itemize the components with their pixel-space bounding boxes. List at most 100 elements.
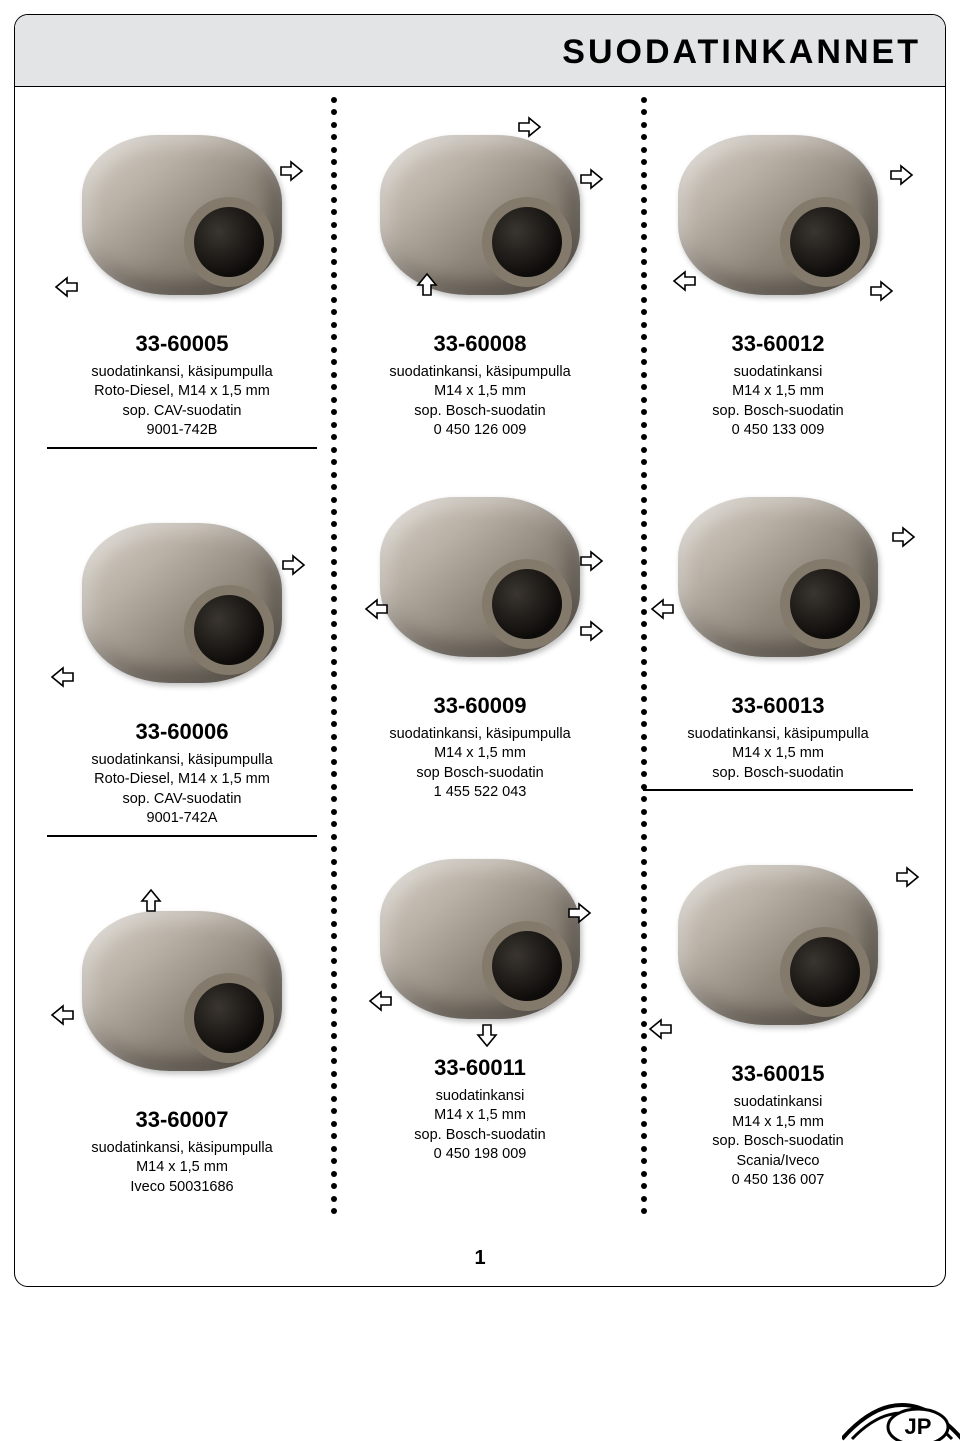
product-image-area (643, 105, 913, 325)
product-spec-line: Scania/Iveco (712, 1152, 843, 1172)
product-image-area (47, 105, 317, 325)
arrow-right-icon (893, 863, 921, 891)
arrow-right-icon (577, 617, 605, 645)
product-image-area (643, 835, 913, 1055)
product-image (380, 497, 580, 657)
product-image (380, 859, 580, 1019)
product-image (82, 523, 282, 683)
product-image-area (47, 493, 317, 713)
product-cell: 33-60013 suodatinkansi, käsipumpullaM14 x… (639, 459, 917, 827)
product-image-area (345, 829, 615, 1049)
arrow-left-icon (671, 267, 699, 295)
page-title: SUODATINKANNET (15, 33, 921, 72)
product-sku: 33-60007 (91, 1105, 272, 1135)
product-spec-line: M14 x 1,5 mm (389, 744, 570, 764)
product-spec-line: sop. CAV-suodatin (91, 790, 272, 810)
column-1: 33-60005suodatinkansi, käsipumpullaRoto-… (33, 97, 331, 1215)
product-info: 33-60009 suodatinkansi, käsipumpullaM14 x… (389, 691, 570, 803)
product-info: 33-60006suodatinkansi, käsipumpullaRoto-… (91, 717, 272, 829)
product-image (678, 865, 878, 1025)
product-cell: 33-60011suodatinkansiM14 x 1,5 mmsop. Bo… (341, 821, 619, 1183)
arrow-down-icon (473, 1021, 501, 1049)
page-footer: 1 (15, 1237, 945, 1286)
product-spec-line: suodatinkansi (712, 363, 843, 383)
arrow-right-icon (887, 161, 915, 189)
product-image-area (47, 881, 317, 1101)
product-cell: 33-60005suodatinkansi, käsipumpullaRoto-… (43, 97, 321, 485)
svg-text:JP: JP (905, 1414, 932, 1439)
product-spec-line: M14 x 1,5 mm (712, 382, 843, 402)
product-info: 33-60015 suodatinkansiM14 x 1,5 mmsop. Bo… (712, 1059, 843, 1191)
product-spec-line: Roto-Diesel, M14 x 1,5 mm (91, 382, 272, 402)
product-spec-line: sop. Bosch-suodatin (389, 402, 570, 422)
product-spec-line: M14 x 1,5 mm (91, 1158, 272, 1178)
product-spec-line: sop. CAV-suodatin (91, 402, 272, 422)
outer-frame: SUODATINKANNET 33-60005suodatinkansi, kä… (14, 14, 946, 1287)
arrow-right-icon (889, 523, 917, 551)
section-divider (643, 789, 913, 791)
arrow-right-icon (577, 165, 605, 193)
product-cell: 33-60009 suodatinkansi, käsipumpullaM14 x… (341, 459, 619, 821)
product-spec-line: 0 450 126 009 (389, 421, 570, 441)
product-spec-line: suodatinkansi, käsipumpulla (91, 363, 272, 383)
product-cell: 33-60012 suodatinkansiM14 x 1,5 mmsop. Bo… (639, 97, 917, 459)
product-image (678, 135, 878, 295)
product-info: 33-60012 suodatinkansiM14 x 1,5 mmsop. Bo… (712, 329, 843, 441)
product-spec-line: suodatinkansi, käsipumpulla (389, 725, 570, 745)
product-spec-line: 9001-742A (91, 809, 272, 829)
section-divider (47, 447, 317, 449)
product-spec-line: suodatinkansi, käsipumpulla (91, 1139, 272, 1159)
product-spec-line: Iveco 50031686 (91, 1178, 272, 1198)
product-spec-line: 0 450 133 009 (712, 421, 843, 441)
product-spec-line: sop. Bosch-suodatin (712, 402, 843, 422)
arrow-right-icon (577, 547, 605, 575)
product-sku: 33-60009 (389, 691, 570, 721)
arrow-left-icon (647, 1015, 675, 1043)
product-info: 33-60007 suodatinkansi, käsipumpullaM14 x… (91, 1105, 272, 1197)
product-sku: 33-60006 (91, 717, 272, 747)
page-header: SUODATINKANNET (15, 15, 945, 87)
column-2: 33-60008suodatinkansi, käsipumpullaM14 x… (331, 97, 629, 1215)
arrow-left-icon (367, 987, 395, 1015)
column-3: 33-60012suodatinkansiM14 x 1,5 mmsop. Bo… (629, 97, 927, 1215)
arrow-right-icon (867, 277, 895, 305)
product-spec-line: 0 450 136 007 (712, 1171, 843, 1191)
product-sku: 33-60015 (712, 1059, 843, 1089)
product-spec-line: sop. Bosch-suodatin (712, 1132, 843, 1152)
product-spec-line: M14 x 1,5 mm (712, 1113, 843, 1133)
brand-logo: JP (842, 1381, 960, 1441)
product-image (678, 497, 878, 657)
product-image-area (345, 467, 615, 687)
product-spec-line: suodatinkansi (712, 1093, 843, 1113)
product-spec-line: suodatinkansi, käsipumpulla (687, 725, 868, 745)
page: SUODATINKANNET 33-60005suodatinkansi, kä… (0, 0, 960, 1301)
product-spec-line: M14 x 1,5 mm (414, 1106, 545, 1126)
product-spec-line: suodatinkansi, käsipumpulla (389, 363, 570, 383)
product-sku: 33-60008 (389, 329, 570, 359)
product-spec-line: M14 x 1,5 mm (389, 382, 570, 402)
product-cell: 33-60007 suodatinkansi, käsipumpullaM14 x… (43, 873, 321, 1215)
product-sku: 33-60013 (687, 691, 868, 721)
product-image (380, 135, 580, 295)
page-number: 1 (474, 1247, 485, 1269)
column-divider-1 (329, 97, 339, 1215)
product-cell: 33-60008 suodatinkansi, käsipumpullaM14 x… (341, 97, 619, 459)
product-image-area (345, 105, 615, 325)
product-spec-line: sop. Bosch-suodatin (414, 1126, 545, 1146)
product-info: 33-60011suodatinkansiM14 x 1,5 mmsop. Bo… (414, 1053, 545, 1165)
product-spec-line: M14 x 1,5 mm (687, 744, 868, 764)
arrow-left-icon (649, 595, 677, 623)
product-spec-line: sop Bosch-suodatin (389, 764, 570, 784)
product-sku: 33-60012 (712, 329, 843, 359)
product-image (82, 911, 282, 1071)
product-spec-line: suodatinkansi (414, 1087, 545, 1107)
arrow-left-icon (49, 663, 77, 691)
product-spec-line: 1 455 522 043 (389, 783, 570, 803)
product-spec-line: 0 450 198 009 (414, 1145, 545, 1165)
product-spec-line: 9001-742B (91, 421, 272, 441)
product-info: 33-60013 suodatinkansi, käsipumpullaM14 x… (687, 691, 868, 783)
arrow-right-icon (279, 551, 307, 579)
arrow-right-icon (277, 157, 305, 185)
product-spec-line: Roto-Diesel, M14 x 1,5 mm (91, 770, 272, 790)
section-divider (47, 835, 317, 837)
